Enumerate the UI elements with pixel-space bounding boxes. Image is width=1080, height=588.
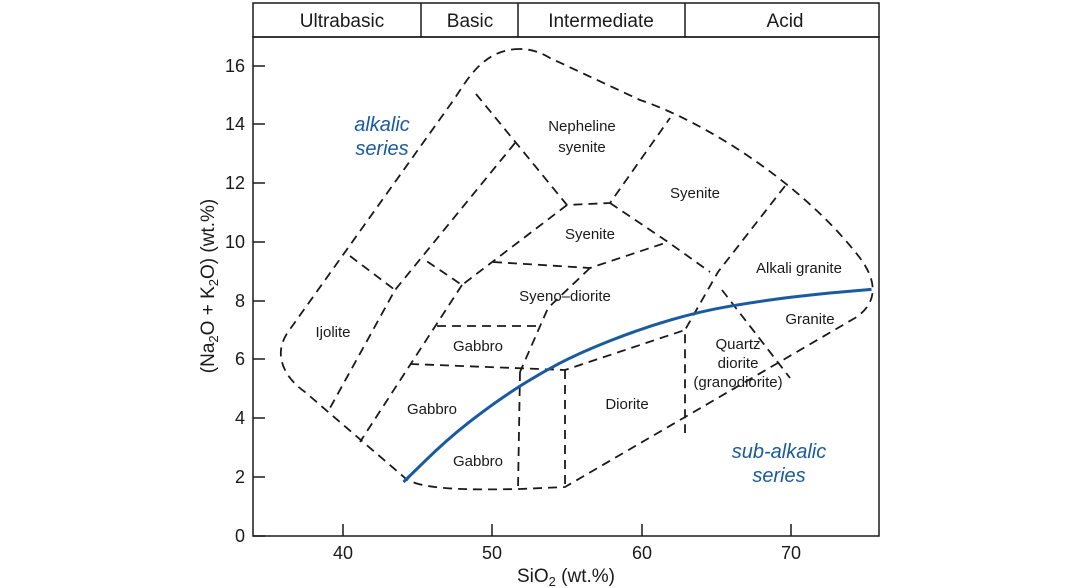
y-tick-label: 6 (235, 349, 245, 369)
x-tick-label: 40 (333, 543, 353, 563)
boundary-line (475, 93, 671, 206)
y-tick: 6 (235, 349, 265, 369)
header-bands: Ultrabasic Basic Intermediate Acid (252, 2, 880, 38)
field-label-gabbro-upper: Gabbro (453, 338, 503, 355)
series-divider-curve (402, 287, 872, 484)
x-tick-label: 60 (632, 543, 652, 563)
field-label-syenite-lower: Syenite (565, 226, 615, 243)
field-label-gabbro-lower: Gabbro (453, 453, 503, 470)
x-tick: 40 (333, 524, 353, 563)
x-tick: 50 (482, 524, 502, 563)
y-tick-label: 10 (225, 232, 245, 252)
boundary-line (492, 241, 669, 269)
field-label-diorite: Diorite (605, 396, 648, 413)
boundary-line (329, 142, 516, 409)
field-label-nepheline-syenite: Nepheline syenite (548, 118, 616, 156)
x-axis: 40 50 60 70 (333, 524, 801, 563)
y-tick-label: 12 (225, 173, 245, 193)
y-tick-label: 8 (235, 291, 245, 311)
y-tick: 16 (225, 56, 265, 76)
boundary-line (517, 371, 521, 490)
field-boundaries (279, 48, 874, 491)
x-axis-title: SiO2 (wt.%) (517, 566, 615, 588)
band-label-ultrabasic: Ultrabasic (300, 11, 384, 32)
y-tick-label: 2 (235, 467, 245, 487)
y-tick: 4 (235, 408, 265, 428)
series-label-alkalic: alkalic series (354, 114, 410, 160)
y-tick: 10 (225, 232, 265, 252)
y-tick-label: 16 (225, 56, 245, 76)
boundary-line (409, 329, 686, 371)
band-label-intermediate: Intermediate (548, 11, 654, 32)
y-tick-label: 4 (235, 408, 245, 428)
y-tick: 8 (235, 291, 265, 311)
band-label-basic: Basic (447, 11, 493, 32)
boundary-line (421, 204, 568, 286)
y-tick-label: 0 (235, 526, 245, 546)
field-label-gabbro-left: Gabbro (407, 401, 457, 418)
x-tick-label: 70 (781, 543, 801, 563)
y-tick: 2 (235, 467, 265, 487)
field-labels: Ijolite Nepheline syenite Syenite Syenite… (315, 118, 841, 470)
boundary-line (349, 255, 396, 291)
x-tick-label: 50 (482, 543, 502, 563)
y-tick: 12 (225, 173, 265, 193)
series-label-sub-alkalic: sub-alkalic series (732, 441, 826, 487)
field-label-alkali-granite: Alkali granite (756, 260, 842, 277)
band-label-acid: Acid (767, 11, 804, 32)
x-tick: 60 (632, 524, 652, 563)
y-tick: 14 (225, 114, 265, 134)
y-tick: 0 (235, 526, 265, 546)
x-tick: 70 (781, 524, 801, 563)
boundary-line (609, 202, 711, 273)
field-label-quartz-diorite: Quartz diorite (granodiorite) (693, 336, 782, 391)
boundary-line (519, 267, 591, 373)
y-axis-title: (Na2O + K2O) (wt.%) (198, 199, 221, 373)
outer-boundary (279, 48, 874, 491)
y-axis: 0 2 4 6 8 10 12 14 16 (225, 56, 265, 546)
field-label-syeno-diorite: Syeno–diorite (519, 288, 611, 305)
y-tick-label: 14 (225, 114, 245, 134)
boundary-line (684, 185, 786, 433)
plot-frame (252, 36, 880, 537)
field-label-syenite-upper: Syenite (670, 185, 720, 202)
field-label-granite: Granite (785, 311, 834, 328)
field-label-ijolite: Ijolite (315, 324, 350, 341)
